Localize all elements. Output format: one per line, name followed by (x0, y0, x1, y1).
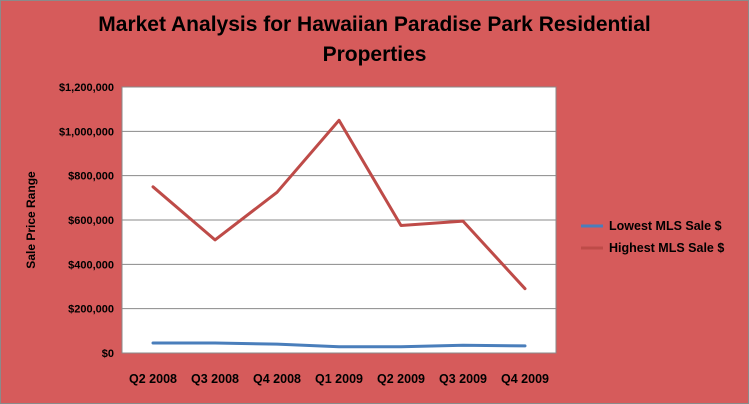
y-tick-label: $1,000,000 (59, 126, 114, 138)
y-axis-ticks: $0 $200,000 $400,000 $600,000 $800,000 $1,000… (59, 82, 114, 360)
y-tick-label: $400,000 (68, 259, 114, 271)
x-tick-label: Q2 2009 (377, 372, 425, 386)
y-tick-label: $800,000 (68, 171, 114, 183)
x-tick-label: Q2 2008 (129, 372, 177, 386)
series-lines (151, 118, 527, 349)
x-tick-label: Q4 2008 (253, 372, 301, 386)
chart-title-line-2: Properties (322, 43, 427, 66)
x-tick-label: Q4 2009 (501, 372, 549, 386)
legend-label: Highest MLS Sale $ (609, 241, 724, 255)
y-tick-label: $600,000 (68, 215, 114, 227)
legend-label: Lowest MLS Sale $ (609, 219, 722, 233)
y-axis-label: Sale Price Range (24, 171, 38, 269)
gridlines (122, 130, 556, 310)
legend: Lowest MLS Sale $ Highest MLS Sale $ (581, 219, 724, 255)
x-axis-ticks: Q2 2008 Q3 2008 Q4 2008 Q1 2009 Q2 2009 Q3 20… (129, 372, 549, 386)
y-tick-label: $200,000 (68, 304, 114, 316)
chart-title: Market Analysis for Hawaiian Paradise Pa… (0, 10, 749, 70)
x-tick-label: Q3 2009 (439, 372, 487, 386)
y-tick-label: $0 (102, 348, 114, 360)
y-tick-label: $1,200,000 (59, 82, 114, 94)
chart-title-line-1: Market Analysis for Hawaiian Paradise Pa… (98, 13, 651, 36)
x-tick-label: Q3 2008 (191, 372, 239, 386)
x-tick-label: Q1 2009 (315, 372, 363, 386)
